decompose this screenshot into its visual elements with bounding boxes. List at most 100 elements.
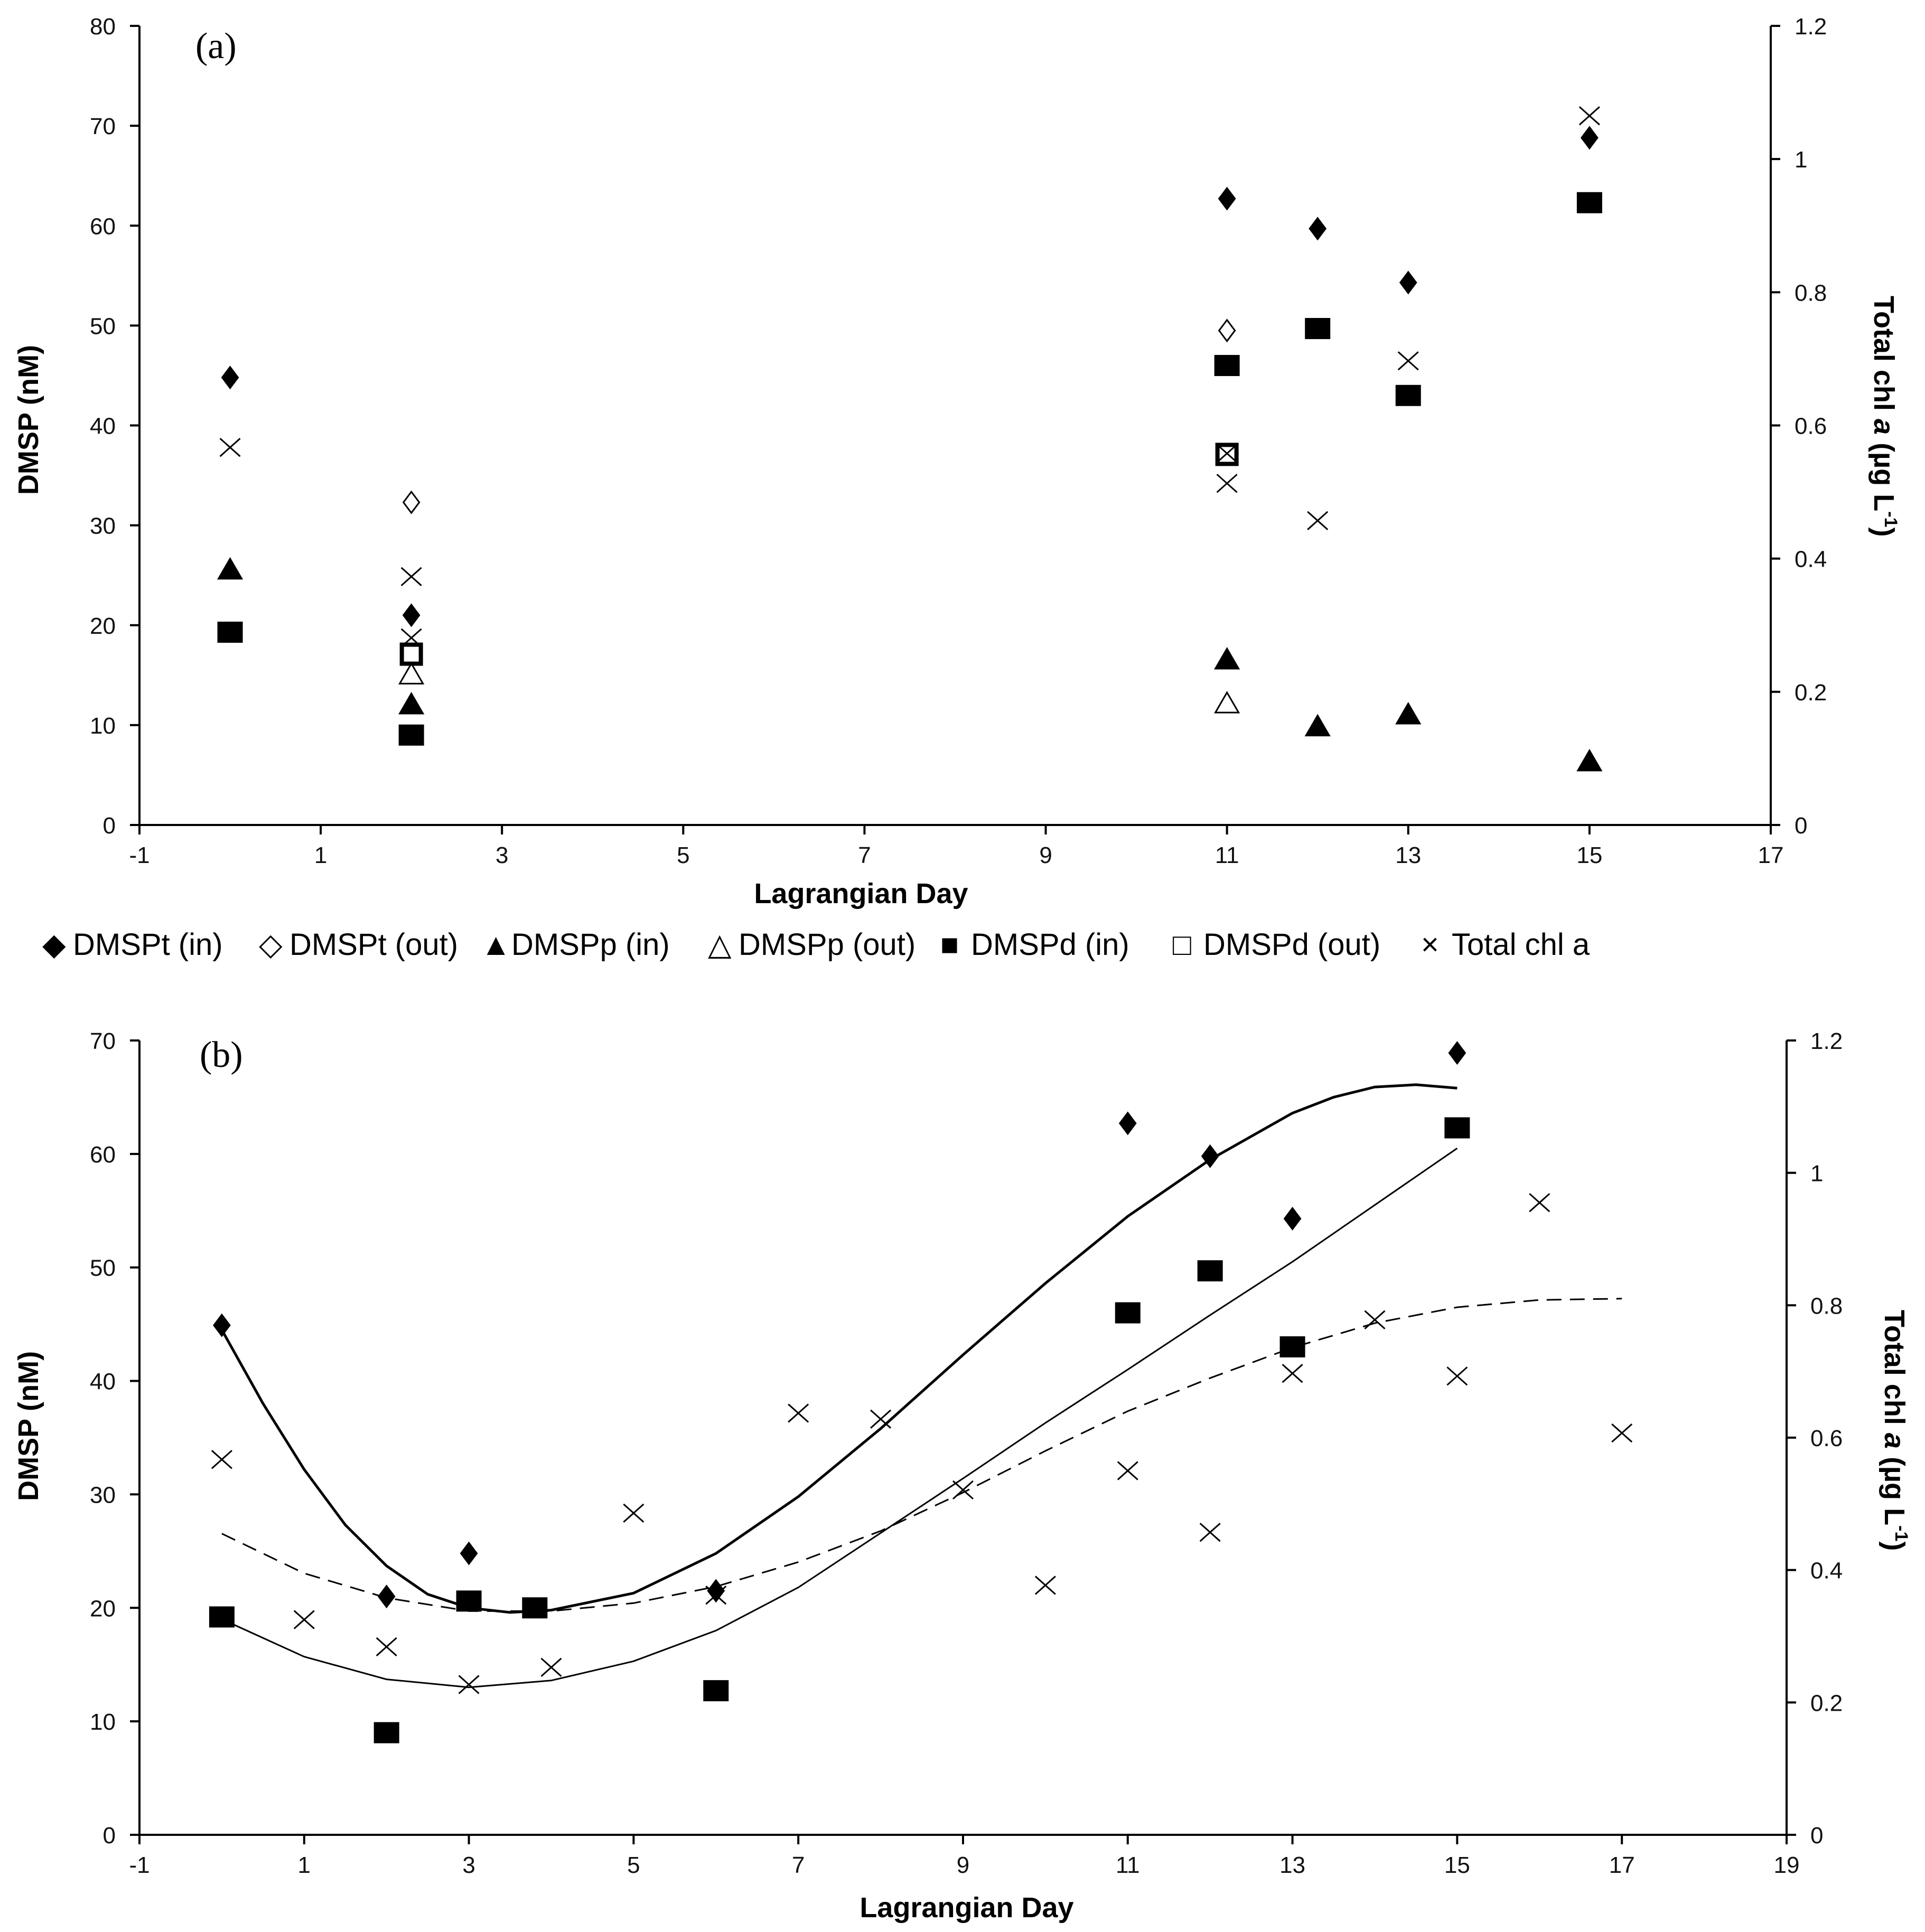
panel-b-x-tick-label: 1 <box>298 1852 311 1878</box>
panel-a-y-tick-label: 70 <box>90 114 116 139</box>
panel-b-total-chl-a-point <box>211 1450 232 1469</box>
panel-a-y-tick-label: 0 <box>103 813 116 839</box>
panel-b-y-tick-label: 50 <box>90 1255 116 1281</box>
panel-b-x-tick-label: 17 <box>1609 1852 1635 1878</box>
panel-a-x-tick-label: 7 <box>858 842 871 868</box>
panel-b-y-tick-label: 40 <box>90 1369 116 1395</box>
legend-label-dmspd-out: DMSPd (out) <box>1203 927 1380 962</box>
panel-b-label: (b) <box>200 1035 243 1075</box>
chart-panel-a: (a) Lagrangian Day DMSP (nM) Total chl a… <box>13 14 1901 909</box>
panel-b-total-chl-a-point <box>376 1637 397 1657</box>
panel-b-y2-tick-label: 1 <box>1810 1161 1823 1187</box>
panel-a-dmspt-in-point <box>221 365 239 390</box>
panel-a-y-tick-label: 10 <box>90 713 116 739</box>
panel-a-x-tick-label: -1 <box>129 842 149 868</box>
panel-a-y-axis-label: DMSP (nM) <box>13 345 44 495</box>
panel-b-x-tick-label: 7 <box>792 1852 805 1878</box>
panel-a-total-chl-a-point <box>1307 511 1329 530</box>
panel-b-x-tick-label: 3 <box>462 1852 475 1878</box>
panel-b-dmspd-in-point <box>522 1597 548 1619</box>
panel-b-x-axis-label: Lagrangian Day <box>859 1892 1073 1924</box>
panel-b-total-chl-a-point <box>1117 1461 1138 1480</box>
panel-a-y2-tick-label: 0.4 <box>1795 547 1827 573</box>
panel-a-x-axis-label: Lagrangian Day <box>754 878 968 909</box>
panel-b-dmspd-in-point <box>209 1606 235 1628</box>
panel-b-y2-tick-label: 0.2 <box>1810 1690 1843 1716</box>
legend: ◆ DMSPt (in) ◇ DMSPt (out) ▲ DMSPp (in) △ DMSPp… <box>42 927 1590 962</box>
legend-label-total-chl-a: Total chl a <box>1452 927 1590 962</box>
panel-a-dmspp-in-point <box>1576 748 1603 772</box>
panel-b-dmspt-in-point <box>460 1541 478 1565</box>
panel-a-dmspp-out-point <box>398 662 425 684</box>
panel-b-y2-tick-label: 1.2 <box>1810 1028 1843 1054</box>
panel-b-y-tick-label: 70 <box>90 1028 116 1054</box>
panel-a-dmspd-in-point <box>1214 355 1240 377</box>
panel-a-x-tick-label: 9 <box>1039 842 1052 868</box>
panel-a-x-tick-label: 5 <box>677 842 689 868</box>
legend-symbol-dmspd-in: ■ <box>940 927 959 962</box>
panel-b-total-chl-a-point <box>1611 1423 1633 1443</box>
panel-a-y-tick-label: 60 <box>90 213 116 239</box>
panel-a-dmspp-in-point <box>1214 646 1240 670</box>
legend-symbol-dmspd-out: □ <box>1173 927 1191 962</box>
panel-a-dmspp-in-point <box>1304 714 1331 737</box>
panel-a-total-chl-a-point <box>400 567 422 586</box>
panel-a-y-tick-label: 50 <box>90 313 116 339</box>
legend-symbol-dmspt-in: ◆ <box>42 927 66 962</box>
panel-b-y2-tick-label: 0 <box>1810 1823 1823 1849</box>
panel-a-x-tick-label: 17 <box>1758 842 1784 868</box>
panel-a-y-tick-label: 80 <box>90 14 116 40</box>
panel-b-total-chl-a-point <box>1446 1366 1468 1386</box>
legend-label-dmspd-in: DMSPd (in) <box>971 927 1129 962</box>
panel-b-dmspt-fit-line <box>220 1083 1457 1614</box>
panel-a-y2-axis-label: Total chl a (µg L-1) <box>1868 296 1901 537</box>
panel-b-x-tick-label: 11 <box>1116 1852 1140 1878</box>
panel-b-dmspt-in-point <box>377 1584 396 1609</box>
panel-b-dmspt-in-point <box>707 1579 725 1603</box>
panel-b-total-chl-a-point <box>458 1675 480 1694</box>
panel-b-total-chl-a-point <box>1282 1364 1303 1383</box>
panel-a-y-tick-label: 30 <box>90 513 116 539</box>
panel-a-total-chl-a-point <box>1397 351 1419 371</box>
legend-symbol-total-chl-a: × <box>1421 927 1439 962</box>
panel-b-y-tick-label: 10 <box>90 1709 116 1735</box>
panel-b-dmspt-in-point <box>1448 1041 1466 1065</box>
panel-a-dmspd-in-point <box>217 621 243 643</box>
panel-b-dmspt-in-point <box>1283 1206 1302 1231</box>
panel-b-y2-axis-label: Total chl a (µg L-1) <box>1879 1310 1911 1551</box>
panel-b-x-tick-label: 13 <box>1279 1852 1305 1878</box>
panel-b-y2-tick-label: 0.8 <box>1810 1293 1843 1319</box>
panel-b-dmspd-in-point <box>703 1680 729 1702</box>
legend-symbol-dmspt-out: ◇ <box>259 927 283 962</box>
panel-b-x-tick-label: 5 <box>627 1852 640 1878</box>
legend-label-dmspt-out: DMSPt (out) <box>289 927 458 962</box>
panel-b-y2-tick-label: 0.6 <box>1810 1425 1843 1451</box>
panel-a-y2-tick-label: 1.2 <box>1795 14 1827 40</box>
panel-a-x-tick-label: 13 <box>1395 842 1421 868</box>
panel-a-dmspt-out-point <box>1218 318 1236 343</box>
panel-b-total-chl-a-point <box>870 1409 892 1429</box>
legend-label-dmspp-in: DMSPp (in) <box>511 927 670 962</box>
panel-b-total-chl-a-point <box>1364 1310 1386 1330</box>
legend-symbol-dmspp-out: △ <box>708 927 732 962</box>
legend-symbol-dmspp-in: ▲ <box>481 927 511 962</box>
panel-b-total-chl-a-point <box>1199 1523 1221 1542</box>
chart-panel-b: (b) Lagrangian Day DMSP (nM) Total chl a… <box>13 1028 1911 1924</box>
panel-b-total-chl-a-point <box>788 1403 809 1423</box>
panel-a-total-chl-a-point <box>1216 474 1238 493</box>
panel-a-y-tick-label: 20 <box>90 613 116 639</box>
panel-a-label: (a) <box>195 26 237 67</box>
legend-label-dmspp-out: DMSPp (out) <box>739 927 915 962</box>
panel-b-total-chl-a-fit-line <box>221 1298 1622 1612</box>
panel-b-dmspd-in-point <box>1115 1302 1141 1324</box>
panel-b-total-chl-a-point <box>293 1610 315 1629</box>
panel-b-dmspt-in-point <box>213 1313 231 1337</box>
panel-a-y2-tick-label: 0 <box>1795 813 1807 839</box>
panel-b-total-chl-a-point <box>952 1480 974 1500</box>
panel-b-y-tick-label: 20 <box>90 1596 116 1621</box>
panel-a-dmspt-in-point <box>1309 217 1327 241</box>
legend-label-dmspt-in: DMSPt (in) <box>73 927 223 962</box>
panel-b-total-chl-a-point <box>1529 1193 1550 1213</box>
panel-a-total-chl-a-point <box>400 628 422 648</box>
